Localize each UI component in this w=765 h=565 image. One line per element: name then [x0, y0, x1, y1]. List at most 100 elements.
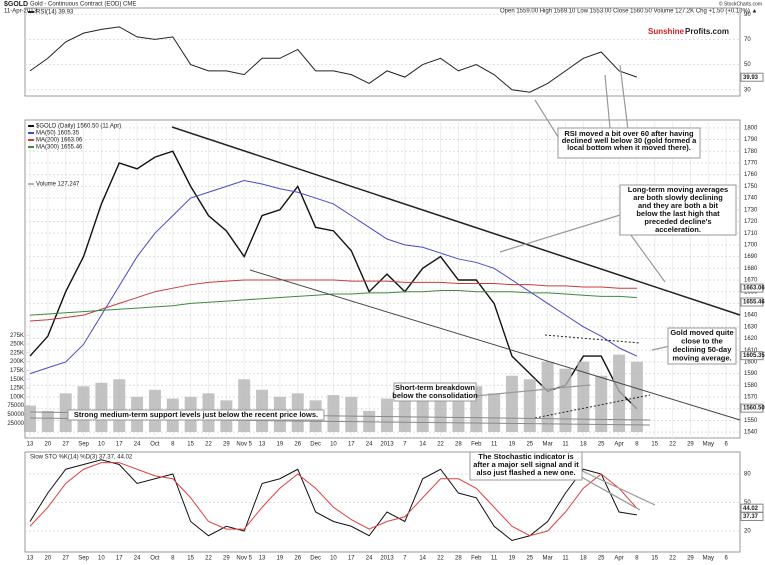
last-value-label: 37.37 [743, 514, 759, 520]
price-frame [24, 119, 741, 439]
y-tick-label: 1550 [744, 418, 758, 424]
legend-entry: $GOLD (Daily) 1560.50 (11 Apr) [36, 124, 121, 130]
x-tick-label: 2013 [380, 556, 394, 562]
volume-bar [595, 375, 608, 432]
annotation-text: Long-term moving averages [628, 185, 728, 194]
volume-bar [113, 379, 126, 432]
y-tick-label: 1770 [744, 161, 758, 167]
volume-bar [452, 396, 465, 432]
series-line [29, 26, 638, 93]
annotation-text: close to the [681, 336, 723, 345]
y-tick-label: 1780 [744, 149, 758, 155]
legend-entry: MA(50) 1605.35 [36, 131, 80, 137]
x-tick-label: Dec [310, 442, 321, 448]
x-tick-label: 27 [62, 556, 69, 562]
x-tick-label: 10 [98, 556, 105, 562]
series-line [29, 279, 637, 322]
x-tick-label: 28 [455, 556, 462, 562]
x-tick-label: 29 [687, 556, 694, 562]
x-tick-label: 10 [98, 442, 105, 448]
legend-entry: MA(300) 1655.46 [36, 145, 83, 151]
y-tick-label: 1730 [744, 207, 758, 213]
last-value-box [740, 351, 764, 361]
annotation-text: moving average. [672, 353, 731, 362]
y-tick-label: 1570 [744, 395, 758, 401]
volume-bar [24, 405, 36, 432]
annotation-text: Strong medium-term support levels just b… [74, 410, 318, 419]
watermark: © StockCharts.com [719, 0, 762, 7]
trend-line [171, 126, 741, 316]
annotation-text: also just flashed a new one. [476, 468, 575, 477]
y-tick-label: 70 [744, 37, 751, 43]
x-tick-label: 22 [205, 442, 212, 448]
x-tick-label: Sep [78, 556, 89, 562]
brand-profits: Profits.com [685, 27, 729, 36]
x-tick-label: 19 [277, 442, 284, 448]
instrument: Gold - Continuous Contract (EOD) CME [30, 2, 136, 8]
last-value-label: 1560.50 [743, 406, 765, 412]
x-tick-label: 14 [419, 442, 426, 448]
volume-bar [559, 368, 572, 432]
y-tick-label: 1580 [744, 383, 758, 389]
y-tick-label: 1540 [744, 430, 758, 436]
y-tick-label: 200K [10, 359, 24, 365]
y-tick-label: 1640 [744, 313, 758, 319]
volume-bar [613, 354, 626, 432]
series-line [29, 459, 637, 542]
annotation-text: RSI moved a bit over 60 after having [564, 129, 694, 138]
x-tick-label: 24 [366, 556, 373, 562]
y-tick-label: 1750 [744, 184, 758, 190]
y-tick-label: 1620 [744, 336, 758, 342]
x-tick-label: 19 [509, 442, 516, 448]
x-tick-label: 10 [330, 442, 337, 448]
annotation-text: preceded decline's [644, 217, 711, 226]
x-tick-label: 6 [724, 556, 728, 562]
x-tick-label: 29 [223, 442, 230, 448]
volume-bar [381, 398, 393, 432]
series-line [29, 290, 637, 316]
volume-bar [488, 393, 501, 432]
date: 11-Apr-2013 [4, 9, 38, 15]
x-tick-label: 25 [526, 556, 533, 562]
x-tick-label: Nov 5 [236, 556, 252, 562]
x-tick-label: 27 [62, 442, 69, 448]
annotation-text: The Stochastic indicator is [478, 452, 573, 461]
x-tick-label: 11 [562, 556, 569, 562]
y-tick-label: 1670 [744, 278, 758, 284]
y-tick-label: 175K [10, 368, 24, 374]
x-tick-label: 17 [116, 556, 123, 562]
x-tick-label: 18 [580, 442, 587, 448]
volume-bar [327, 395, 340, 432]
last-value-label: 1605.35 [743, 353, 765, 359]
y-tick-label: 125K [10, 386, 24, 392]
y-tick-label: 150K [10, 377, 24, 383]
x-tick-label: 20 [45, 442, 52, 448]
x-tick-label: 14 [419, 556, 426, 562]
x-tick-label: 11 [562, 442, 569, 448]
trend-line [249, 269, 741, 421]
annotation-text: below the consolidation [392, 391, 478, 400]
x-tick-label: 7 [403, 556, 407, 562]
x-tick-label: 11 [491, 556, 498, 562]
y-tick-label: 90 [744, 12, 751, 18]
x-tick-label: 29 [223, 556, 230, 562]
arrows [474, 64, 676, 511]
x-tick-label: 26 [294, 556, 301, 562]
y-tick-label: 1790 [744, 137, 758, 143]
x-tick-label: 22 [437, 442, 444, 448]
x-tick-label: Mar [542, 556, 552, 562]
last-value-label: 1663.06 [743, 286, 765, 292]
x-tick-label: 13 [259, 442, 266, 448]
y-tick-label: 50 [744, 500, 751, 506]
x-tick-label: 17 [348, 442, 355, 448]
annotation-text: local bottom when it moved there). [567, 143, 691, 152]
x-tick-label: Mar [542, 442, 552, 448]
x-tick-label: 22 [669, 556, 676, 562]
x-tick-label: 8 [635, 556, 639, 562]
symbol: $GOLD [4, 1, 28, 8]
annotation-box [667, 327, 737, 365]
x-tick-label: 28 [455, 442, 462, 448]
y-tick-label: 1610 [744, 348, 758, 354]
y-tick-label: 1740 [744, 196, 758, 202]
